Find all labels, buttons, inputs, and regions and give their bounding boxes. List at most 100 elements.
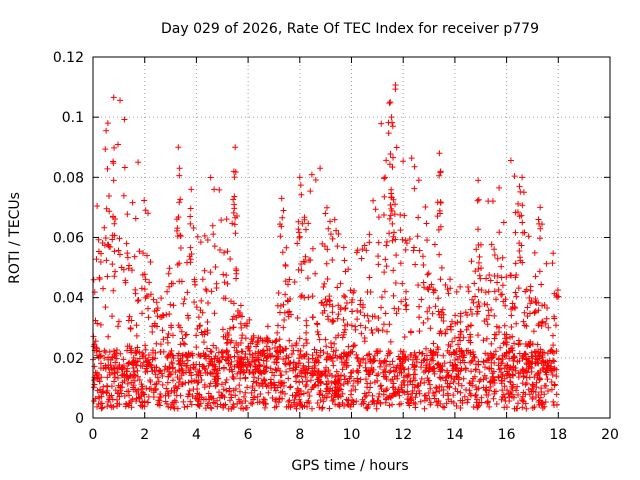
roti-point (535, 322, 542, 329)
roti-point (332, 401, 339, 408)
roti-point (330, 396, 337, 403)
roti-point (187, 398, 194, 405)
roti-point (538, 389, 545, 396)
roti-point (519, 366, 526, 373)
roti-point (142, 207, 149, 214)
roti-point (390, 380, 397, 387)
roti-point (374, 348, 381, 355)
roti-point (324, 246, 331, 253)
roti-point (176, 366, 183, 373)
roti-point (539, 354, 546, 361)
roti-point (171, 405, 178, 412)
roti-point (489, 198, 496, 205)
roti-point (94, 320, 101, 327)
roti-point (381, 357, 388, 364)
roti-point (324, 276, 331, 283)
roti-point (375, 327, 382, 334)
roti-point (224, 348, 231, 355)
roti-point (175, 361, 182, 368)
roti-point (553, 373, 560, 380)
roti-point (167, 404, 174, 411)
roti-point (296, 174, 303, 181)
roti-point (485, 288, 492, 295)
roti-point (511, 304, 518, 311)
roti-point (225, 332, 232, 339)
roti-point (139, 310, 146, 317)
roti-point (536, 401, 543, 408)
roti-point (377, 363, 384, 370)
roti-point (296, 355, 303, 362)
roti-point (323, 381, 330, 388)
x-tick-label: 18 (549, 427, 567, 443)
roti-point (308, 405, 315, 412)
roti-point (457, 283, 464, 290)
roti-point (287, 404, 294, 411)
roti-point (457, 310, 464, 317)
roti-point (405, 399, 412, 406)
roti-point (389, 376, 396, 383)
roti-point (317, 165, 324, 172)
roti-point (340, 244, 347, 251)
roti-point (370, 197, 377, 204)
roti-point (425, 377, 432, 384)
roti-point (273, 359, 280, 366)
roti-point (186, 253, 193, 260)
roti-point (198, 376, 205, 383)
roti-point (187, 205, 194, 212)
roti-point (520, 318, 527, 325)
roti-point (228, 394, 235, 401)
roti-point (468, 358, 475, 365)
roti-point (331, 392, 338, 399)
roti-point (231, 221, 238, 228)
roti-point (243, 404, 250, 411)
roti-point (347, 287, 354, 294)
roti-point (218, 349, 225, 356)
roti-point (194, 233, 201, 240)
roti-point (515, 337, 522, 344)
roti-point (205, 362, 212, 369)
roti-point (104, 374, 111, 381)
roti-point (283, 368, 290, 375)
roti-point (154, 374, 161, 381)
roti-point (136, 349, 143, 356)
roti-point (363, 368, 370, 375)
roti-point (198, 394, 205, 401)
roti-point (335, 230, 342, 237)
roti-point (386, 321, 393, 328)
roti-point (164, 379, 171, 386)
roti-point (322, 210, 329, 217)
roti-point (246, 351, 253, 358)
roti-point (509, 385, 516, 392)
roti-point (154, 313, 161, 320)
roti-point (528, 297, 535, 304)
roti-point (339, 366, 346, 373)
roti-point (115, 141, 122, 148)
roti-point (327, 385, 334, 392)
roti-point (166, 283, 173, 290)
roti-point (450, 349, 457, 356)
roti-point (260, 357, 267, 364)
roti-point (315, 368, 322, 375)
x-tick-label: 12 (394, 427, 412, 443)
roti-point (226, 325, 233, 332)
roti-point (281, 390, 288, 397)
roti-point (124, 254, 131, 261)
roti-point (519, 404, 526, 411)
roti-point (388, 114, 395, 121)
roti-point (361, 312, 368, 319)
roti-point (272, 366, 279, 373)
roti-point (301, 214, 308, 221)
roti-point (294, 315, 301, 322)
roti-point (234, 357, 241, 364)
roti-point (400, 158, 407, 165)
roti-point (527, 287, 534, 294)
roti-point (458, 365, 465, 372)
roti-point (375, 370, 382, 377)
roti-point (418, 296, 425, 303)
roti-point (505, 390, 512, 397)
roti-point (289, 392, 296, 399)
roti-point (204, 330, 211, 337)
roti-point (187, 244, 194, 251)
roti-point (219, 354, 226, 361)
roti-point (97, 386, 104, 393)
